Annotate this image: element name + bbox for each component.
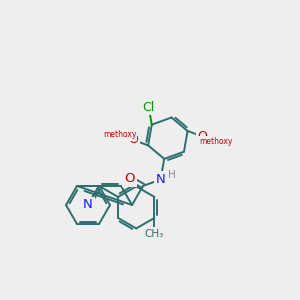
Text: O: O [197, 130, 207, 143]
Text: O: O [124, 172, 135, 185]
Text: N: N [156, 173, 165, 186]
Text: O: O [128, 134, 138, 146]
Text: H: H [168, 170, 176, 180]
Text: Cl: Cl [142, 100, 155, 114]
Text: methoxy: methoxy [200, 137, 233, 146]
Text: methoxy: methoxy [103, 130, 136, 140]
Text: CH₃: CH₃ [145, 229, 164, 239]
Text: N: N [83, 199, 93, 212]
